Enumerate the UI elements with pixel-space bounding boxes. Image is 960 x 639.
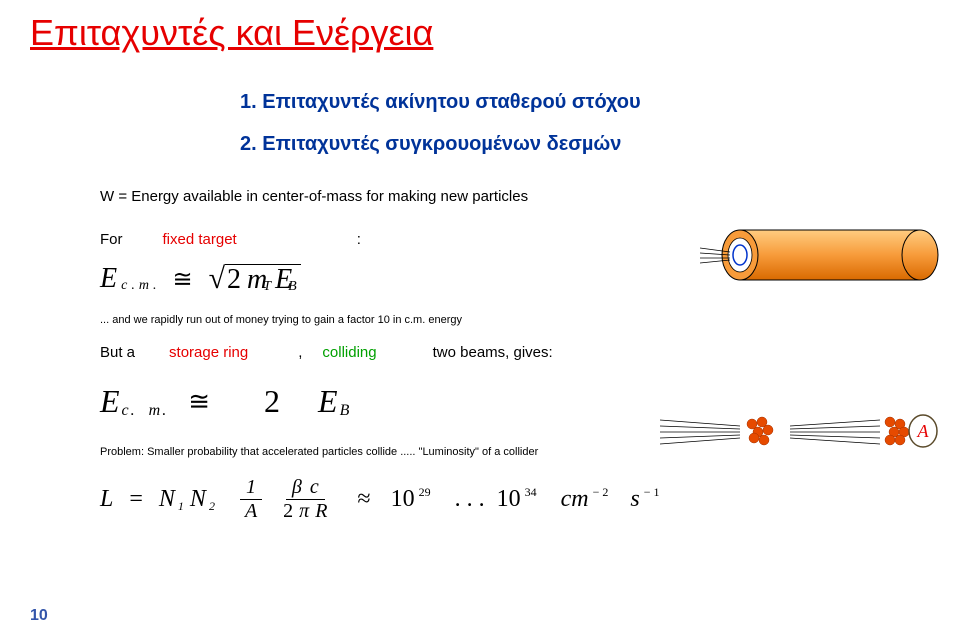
sym-c: c	[121, 278, 127, 294]
sym-2: 2	[227, 265, 241, 295]
fixed-target-label: fixed target	[163, 231, 237, 248]
sym-approx: ≅	[172, 265, 192, 294]
colon: :	[357, 231, 361, 248]
lum-L: L	[100, 486, 113, 513]
sym-T: T	[263, 272, 271, 302]
frac-bc-num: βc	[286, 476, 325, 500]
sym-dot: .	[131, 278, 135, 294]
two-beams: two beams, gives:	[433, 344, 553, 361]
lum-eq: =	[129, 486, 143, 513]
money-note: ... and we rapidly run out of money tryi…	[100, 314, 930, 326]
sym2-approx: ≅	[188, 387, 210, 417]
lum-sub1: 1	[178, 499, 184, 514]
sym-dot2: .	[153, 278, 157, 294]
lum-m1: − 1	[644, 485, 660, 500]
sym-m: m	[139, 278, 149, 294]
frac-1A: 1 A	[239, 476, 263, 523]
sym2-E: E	[100, 383, 120, 420]
lum-N2: N	[190, 486, 206, 513]
sym-B: B	[288, 272, 297, 302]
frac-bc-den: 2πR	[277, 500, 333, 523]
sym2-2: 2	[264, 383, 280, 420]
luminosity-formula: L = N 1 N 2 1 A βc 2πR ≈ 10 29 . . . 10 …	[100, 476, 930, 523]
comma: ,	[298, 344, 302, 361]
sub-item-2: 2. Επιταχυντές συγκρουοµένων δεσµών	[240, 126, 930, 162]
sym2-B: B	[340, 402, 350, 420]
lum-sub2: 2	[209, 499, 215, 514]
sub-list: 1. Επιταχυντές ακίνητου σταθερού στόχου …	[240, 84, 930, 162]
area-letter: A	[917, 421, 930, 441]
lum-34: 34	[525, 485, 537, 500]
lum-29: 29	[419, 485, 431, 500]
frac-1A-num: 1	[240, 476, 262, 500]
lum-N1: N	[159, 486, 175, 513]
sym2-E2: E	[318, 383, 338, 420]
lum-m2: − 2	[593, 485, 609, 500]
lum-cm: cm	[561, 486, 589, 513]
energy-def: W = Energy available in center-of-mass f…	[100, 188, 930, 205]
sym-E: E	[100, 263, 117, 295]
page-number: 10	[30, 607, 48, 625]
page-title: Επιταχυντές και Ενέργεια	[30, 12, 930, 54]
colliding-beams-icon: A	[660, 400, 940, 460]
storage-ring-line: But a storage ring , colliding two beams…	[100, 344, 930, 361]
sym2-m: m	[149, 402, 161, 420]
lum-dots: . . .	[455, 486, 485, 513]
sqrt-sign: √	[209, 262, 225, 296]
sym2-c: c	[122, 402, 129, 420]
storage-ring: storage ring	[169, 344, 248, 361]
sqrt: √ 2 m T E B	[209, 262, 301, 296]
sub-item-1: 1. Επιταχυντές ακίνητου σταθερού στόχου	[240, 84, 930, 120]
lum-10a: 10	[391, 486, 415, 513]
frac-bc: βc 2πR	[277, 476, 333, 523]
for-label: For	[100, 231, 123, 248]
frac-1A-den: A	[239, 500, 263, 523]
lum-approx: ≈	[357, 486, 370, 513]
but-a: But a	[100, 344, 135, 361]
sym2-dot: .	[131, 402, 135, 420]
colliding: colliding	[322, 344, 376, 361]
lum-10b: 10	[497, 486, 521, 513]
sym2-dot2: .	[162, 402, 166, 420]
lum-s: s	[630, 486, 639, 513]
target-cylinder-icon	[700, 220, 940, 290]
